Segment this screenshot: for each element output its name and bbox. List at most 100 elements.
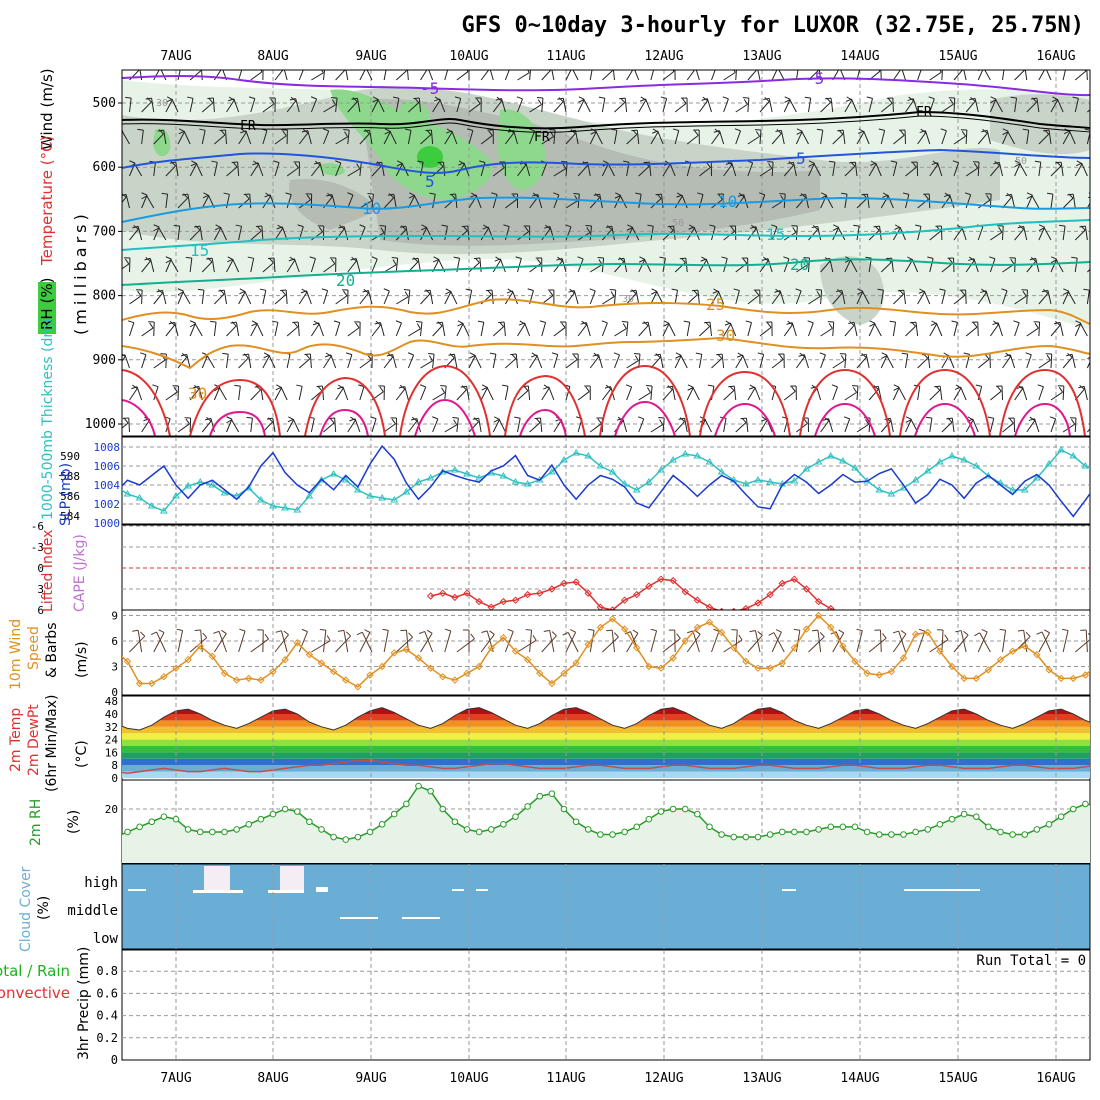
wind-barb-flag	[400, 629, 407, 632]
wind-barb-flag	[848, 321, 855, 325]
wind-barb	[803, 354, 809, 369]
wind-barb	[292, 419, 300, 433]
wind-barb	[335, 70, 346, 81]
wind-barb	[286, 167, 299, 177]
wind-barb	[432, 392, 445, 401]
wind-barb	[778, 70, 785, 81]
wind-barb-flag	[730, 226, 736, 232]
wind-barb	[177, 630, 184, 653]
wind-barb	[995, 99, 1003, 113]
wind-barb-flag	[918, 628, 925, 632]
wind-barb-flag	[968, 258, 975, 262]
wind-barb-flag	[157, 129, 164, 132]
wind-barb-flag	[145, 97, 152, 100]
wind-barb	[478, 418, 482, 433]
wind-barb-flag	[408, 632, 413, 638]
wind10-speed-line-marker	[875, 671, 883, 679]
wind-barb-flag	[1055, 161, 1062, 164]
wind-barb-flag	[122, 193, 127, 196]
wind-barb-flag	[527, 288, 534, 292]
cloud-gaps	[128, 866, 980, 919]
wind10-speed-line-marker	[172, 664, 180, 672]
wind-barb-flag	[322, 128, 329, 132]
wind-barb	[853, 322, 858, 337]
cloud-level-labels: high middle low	[67, 875, 118, 947]
wind-barb	[187, 194, 191, 209]
wind-barb	[1074, 163, 1083, 177]
thickness-line-marker	[560, 456, 568, 463]
wind-barb-flag	[539, 320, 546, 324]
wind-barb	[517, 390, 529, 401]
wind-barb	[504, 631, 514, 653]
wind-barb-flag	[1022, 290, 1027, 297]
rh2m-line-marker	[184, 826, 192, 833]
lifted-index-line-marker	[705, 603, 714, 610]
wind-barb	[498, 419, 506, 433]
wind-barb-flag	[177, 288, 184, 292]
wind-barb	[634, 70, 640, 81]
wind-barb-flag	[89, 633, 94, 636]
wind-barb-flag	[297, 224, 304, 228]
wind-barb-flag	[607, 66, 613, 67]
wind-barb	[674, 290, 679, 305]
wind-barb	[795, 131, 803, 145]
wind-barb-flag	[326, 635, 331, 641]
wind-barb	[177, 197, 189, 209]
wind-barb	[210, 418, 215, 433]
thickness-line-marker	[414, 478, 423, 485]
wind-barb-flag	[331, 96, 338, 99]
wind-barb	[238, 386, 241, 401]
lifted-index-line-marker	[681, 588, 689, 596]
wind10-tick-label: 0	[111, 686, 118, 699]
contour-label: 50	[672, 218, 684, 229]
millibars-label: (millibars)	[71, 210, 90, 335]
wind-barb	[444, 131, 453, 145]
rh2m-line-marker	[681, 805, 689, 813]
wind10-speed-line-marker	[390, 649, 398, 657]
rh-label: RH (%)	[38, 278, 56, 330]
wind-barb	[359, 162, 362, 177]
wind-barb-flag	[154, 70, 156, 71]
wind-barb	[286, 326, 299, 337]
wind-barb-flag	[628, 67, 634, 69]
wind-barb-flag	[93, 68, 98, 71]
thickness-line-marker	[766, 478, 775, 485]
wind-barb-flag	[211, 160, 218, 163]
wind-barb-flag	[978, 65, 983, 67]
wind-barb	[711, 291, 720, 305]
wind-barb-flag	[639, 98, 646, 102]
wind-barb	[238, 357, 249, 369]
wind-barb-flag	[177, 291, 184, 296]
thickness-line-marker	[547, 468, 556, 475]
wind-barb-flag	[150, 631, 157, 636]
lifted-index-line-marker	[608, 606, 617, 610]
wind-barb	[345, 70, 349, 81]
wind-barb	[626, 360, 639, 369]
lifted-index-line-marker	[742, 604, 750, 610]
wind-barb	[989, 324, 999, 337]
wind-barb	[129, 322, 135, 337]
wind-barb-flag	[1063, 288, 1070, 292]
cloud-panel-frame	[121, 863, 1091, 950]
wind-barb	[540, 418, 543, 433]
wind-barb	[626, 386, 633, 401]
cloud-gap	[193, 890, 243, 893]
wind10-speed-line-marker	[1081, 671, 1090, 679]
wind-barb	[393, 194, 397, 209]
wind-barb-flag	[678, 417, 685, 420]
wind-barb	[1026, 354, 1032, 369]
wind-barb	[1014, 98, 1018, 113]
wind-barb	[426, 227, 434, 241]
wind-barb-flag	[1014, 163, 1021, 168]
wind-barb	[844, 259, 852, 273]
wind10-speed-line-marker	[572, 659, 580, 667]
wind-barb-flag	[239, 290, 246, 295]
wind-barb-flag	[239, 628, 246, 632]
wind-barb	[709, 322, 712, 337]
wind-barb	[638, 325, 649, 337]
wind-barb	[1050, 353, 1053, 369]
wind-barb	[577, 99, 585, 113]
wind-barb	[929, 323, 938, 337]
wind10-speed-line-marker	[899, 654, 908, 662]
rh2m-line-marker	[791, 828, 798, 836]
